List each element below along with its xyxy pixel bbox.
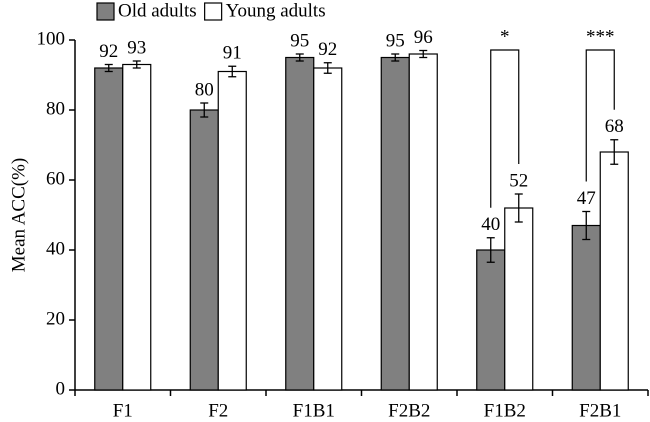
error-bar xyxy=(419,49,428,59)
significance-label: *** xyxy=(586,26,615,47)
x-tick-label: F1 xyxy=(113,400,133,421)
bar xyxy=(122,63,152,391)
bar xyxy=(380,56,410,391)
bar xyxy=(599,151,629,391)
legend-label: Old adults xyxy=(118,0,197,21)
significance-label: * xyxy=(500,26,510,47)
y-tick-label: 40 xyxy=(46,238,65,259)
value-label: 52 xyxy=(509,170,528,191)
bar xyxy=(476,249,506,391)
significance-bracket xyxy=(585,49,615,182)
error-bar xyxy=(200,102,209,118)
error-bar xyxy=(104,63,113,73)
x-tick-label: F1B2 xyxy=(484,400,526,421)
significance-bracket xyxy=(490,49,520,208)
value-label: 80 xyxy=(195,79,214,100)
value-label: 95 xyxy=(386,30,405,51)
bar xyxy=(571,224,601,391)
value-label: 96 xyxy=(414,27,433,48)
bar xyxy=(94,67,124,391)
error-bar xyxy=(582,210,591,241)
error-bar xyxy=(514,193,523,223)
error-bar xyxy=(323,62,332,74)
bar xyxy=(285,56,315,391)
legend-label: Young adults xyxy=(226,0,326,21)
x-tick-label: F2B2 xyxy=(388,400,430,421)
bar xyxy=(217,70,247,391)
value-label: 47 xyxy=(577,188,596,209)
value-label: 92 xyxy=(99,41,118,62)
error-bar xyxy=(486,237,495,263)
bar xyxy=(504,207,534,391)
bar xyxy=(189,109,219,391)
error-bar xyxy=(228,65,237,78)
error-bar xyxy=(610,139,619,165)
error-bar xyxy=(132,60,141,69)
x-tick-label: F2B1 xyxy=(579,400,621,421)
y-tick-label: 100 xyxy=(37,28,66,49)
value-label: 92 xyxy=(318,39,337,60)
value-label: 40 xyxy=(481,214,500,235)
value-label: 93 xyxy=(127,37,146,58)
y-axis-label: Mean ACC(%) xyxy=(8,158,29,273)
value-label: 68 xyxy=(605,116,624,137)
error-bar xyxy=(295,53,304,62)
y-tick-label: 0 xyxy=(56,378,66,399)
y-tick-label: 20 xyxy=(46,308,65,329)
y-tick-label: 60 xyxy=(46,168,65,189)
bar xyxy=(313,67,343,391)
y-tick-label: 80 xyxy=(46,98,65,119)
bar xyxy=(408,53,438,391)
value-label: 95 xyxy=(290,30,309,51)
x-tick-label: F2 xyxy=(208,400,228,421)
legend-swatch xyxy=(204,2,223,21)
x-tick-label: F1B1 xyxy=(293,400,335,421)
value-label: 91 xyxy=(223,43,242,64)
legend-swatch xyxy=(96,2,115,21)
error-bar xyxy=(391,53,400,62)
